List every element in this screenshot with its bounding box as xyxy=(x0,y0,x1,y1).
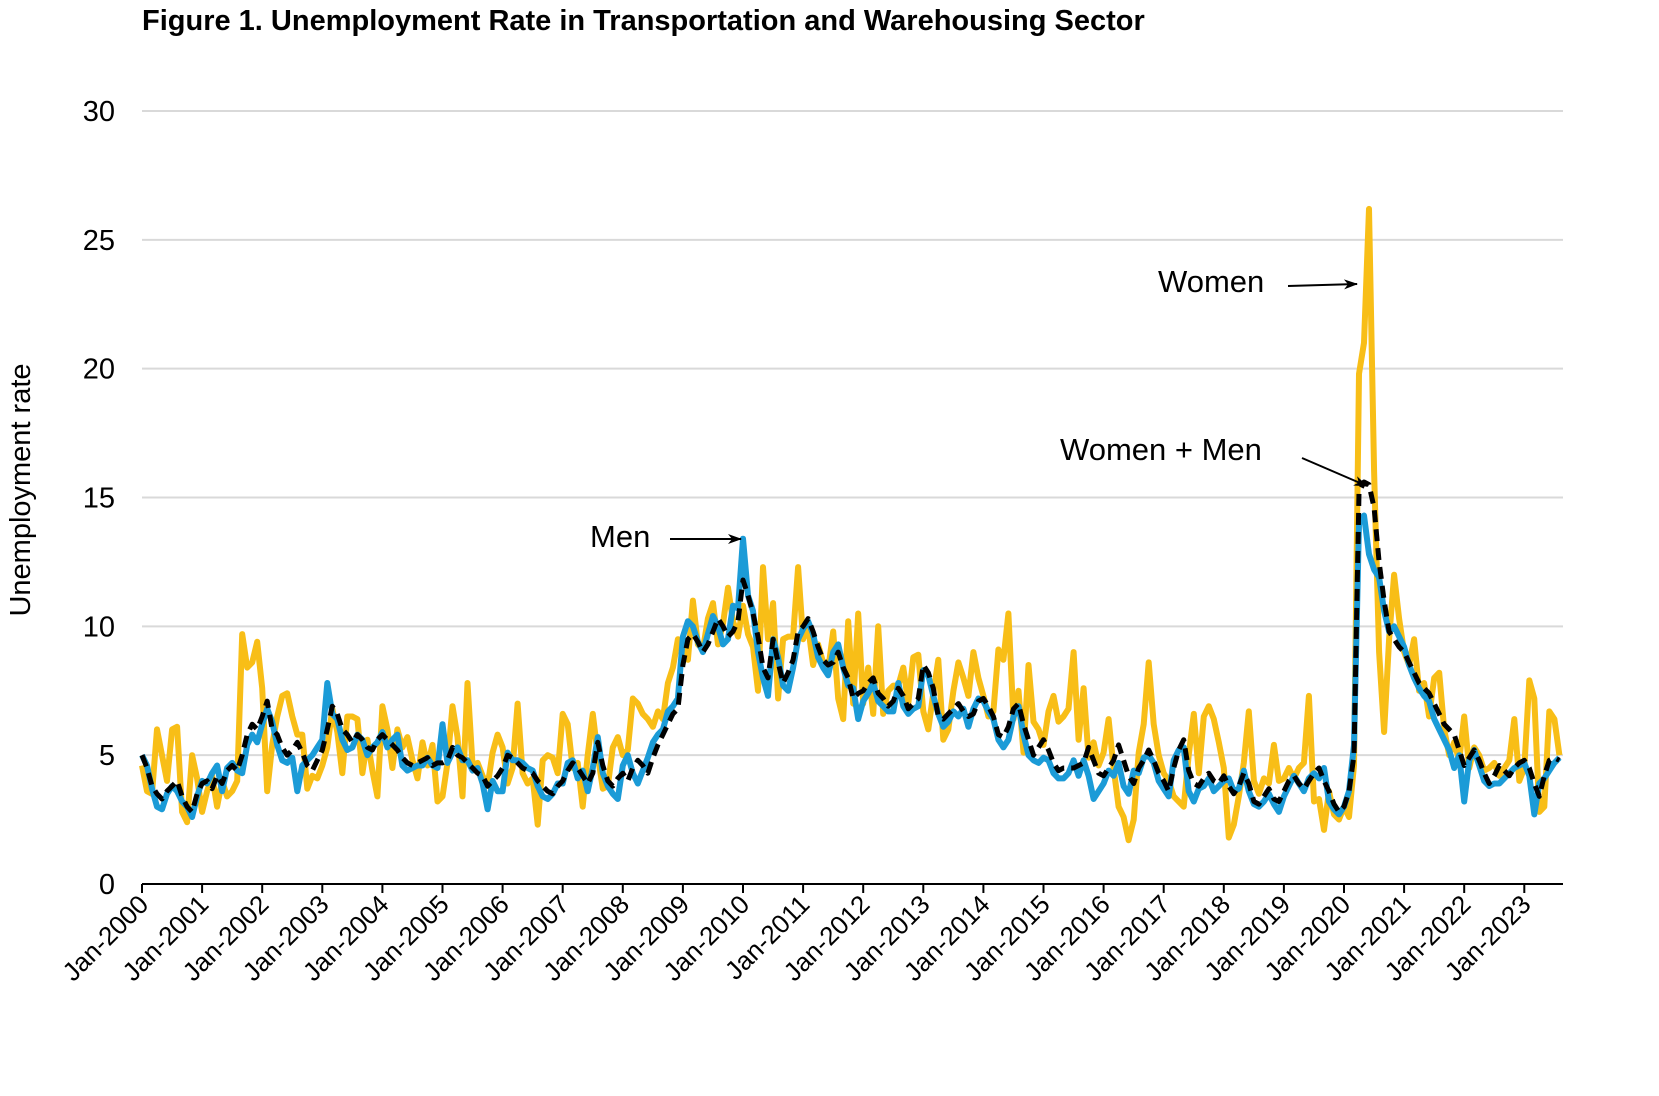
gridlines xyxy=(142,110,1563,757)
y-tick-label: 20 xyxy=(83,354,115,386)
y-tick-label: 0 xyxy=(99,869,115,901)
chart-title: Figure 1. Unemployment Rate in Transport… xyxy=(142,5,1145,37)
annotation-women-plus-men: Women + Men xyxy=(1060,432,1262,467)
series-line-women xyxy=(139,205,1563,844)
y-tick-label: 30 xyxy=(83,96,115,128)
y-tick-label: 10 xyxy=(83,611,115,643)
x-axis: Jan-2000Jan-2001Jan-2002Jan-2003Jan-2004… xyxy=(56,883,1563,987)
annotations: Women Women + Men Men xyxy=(590,264,1368,554)
annotation-men: Men xyxy=(590,519,650,554)
y-axis-ticks: 0 5 10 15 20 25 30 xyxy=(83,96,115,901)
series-lines xyxy=(139,205,1563,844)
y-tick-label: 25 xyxy=(83,225,115,257)
series-line-women-men xyxy=(139,479,1561,815)
y-axis-label: Unemployment rate xyxy=(5,363,37,616)
annotation-women-arrow xyxy=(1287,279,1358,290)
y-tick-label: 15 xyxy=(83,483,115,515)
annotation-women: Women xyxy=(1158,264,1264,299)
annotation-women-plus-men-arrow xyxy=(1301,457,1368,487)
y-tick-label: 5 xyxy=(99,740,115,772)
